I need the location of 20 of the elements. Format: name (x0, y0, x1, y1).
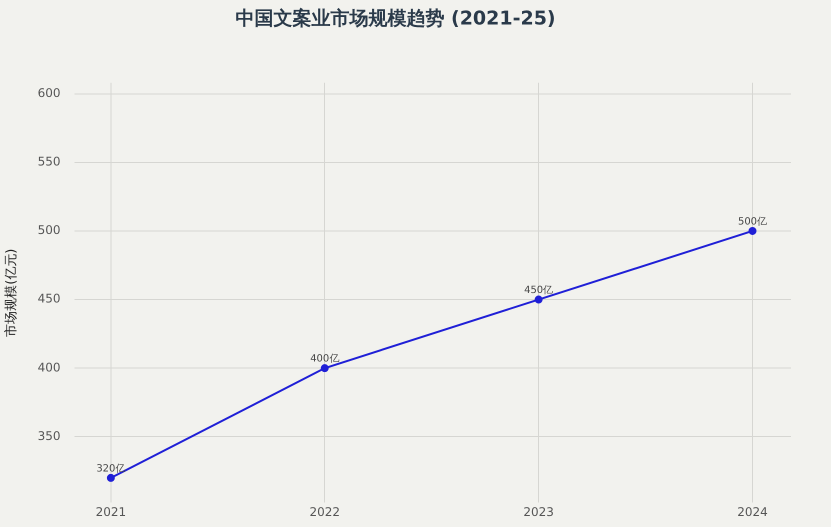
y-tick-label: 450 (38, 292, 61, 306)
chart-title: 中国文案业市场规模趋势 (2021-25) (235, 7, 556, 30)
y-axis-title: 市场规模(亿元) (4, 248, 20, 337)
x-tick-label: 2022 (309, 504, 340, 519)
y-tick-label: 500 (38, 223, 61, 238)
x-tick-label: 2024 (737, 504, 768, 519)
y-tick-label: 550 (38, 154, 61, 168)
point (534, 296, 543, 304)
y-tick-label: 350 (38, 428, 61, 443)
x-tick-label: 2021 (96, 504, 126, 519)
y-tick-label: 600 (38, 86, 61, 100)
data-label: 400亿 (310, 354, 340, 365)
point (106, 474, 115, 482)
data-label: 320亿 (96, 464, 126, 474)
data-label: 450亿 (524, 285, 554, 296)
x-tick-label: 2023 (523, 504, 554, 519)
point (748, 226, 756, 235)
data-label: 500亿 (738, 216, 768, 228)
y-tick-label: 400 (38, 360, 61, 374)
point (320, 364, 329, 372)
